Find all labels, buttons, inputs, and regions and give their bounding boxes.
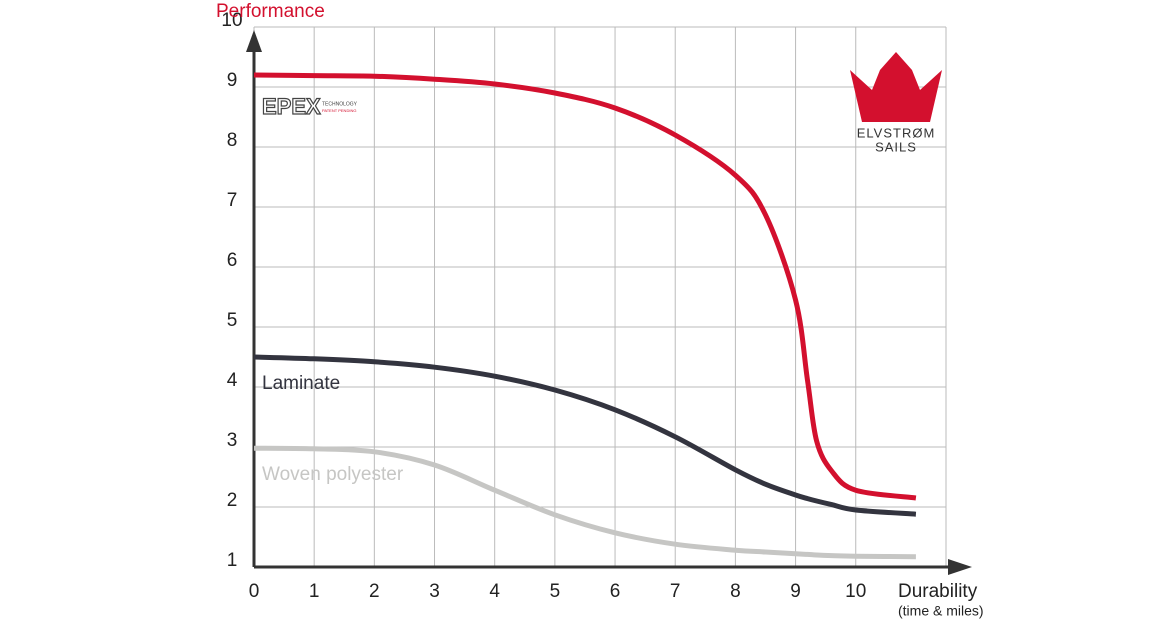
x-tick-label: 6: [610, 581, 621, 602]
brand-logo: ELVSTRØM SAILS: [850, 52, 942, 154]
y-tick-label: 10: [221, 10, 242, 31]
y-tick-label: 6: [227, 250, 238, 271]
y-tick-label: 2: [227, 490, 238, 511]
y-axis-label: Performance: [216, 1, 325, 22]
x-axis-sublabel: (time & miles): [898, 603, 984, 619]
y-tick-label: 5: [227, 310, 238, 331]
logo-text: ELVSTRØM: [857, 125, 936, 140]
series-line: [253, 445, 916, 560]
epex-logo: EPEX TECHNOLOGY PATENT PENDING: [261, 93, 358, 119]
logo-text: SAILS: [875, 139, 917, 154]
x-axis-label: Durability: [898, 581, 978, 602]
y-tick-label: 3: [227, 430, 238, 451]
series-label: Laminate: [262, 373, 340, 394]
x-tick-label: 10: [845, 581, 866, 602]
logo-text: TECHNOLOGY: [322, 101, 358, 107]
y-tick-label: 4: [227, 370, 238, 391]
logo-text: EPEX: [262, 94, 321, 119]
y-tick-label: 7: [227, 190, 238, 211]
x-axis-arrow: [948, 559, 972, 575]
y-tick-label: 9: [227, 70, 238, 91]
x-tick-label: 2: [369, 581, 380, 602]
x-tick-label: 0: [249, 581, 260, 602]
series-label: Woven polyester: [262, 464, 404, 485]
y-tick-label: 1: [227, 550, 238, 571]
x-tick-label: 9: [790, 581, 801, 602]
series-line: [253, 354, 917, 517]
y-axis-arrow: [246, 30, 262, 52]
y-tick-label: 8: [227, 130, 238, 151]
x-tick-label: 7: [670, 581, 681, 602]
series-line: [253, 72, 917, 501]
crown: [850, 52, 942, 122]
x-tick-label: 1: [309, 581, 320, 602]
logo-text: PATENT PENDING: [322, 108, 356, 113]
x-tick-label: 3: [429, 581, 440, 602]
x-tick-label: 4: [489, 581, 500, 602]
x-tick-label: 8: [730, 581, 741, 602]
x-tick-label: 5: [550, 581, 561, 602]
